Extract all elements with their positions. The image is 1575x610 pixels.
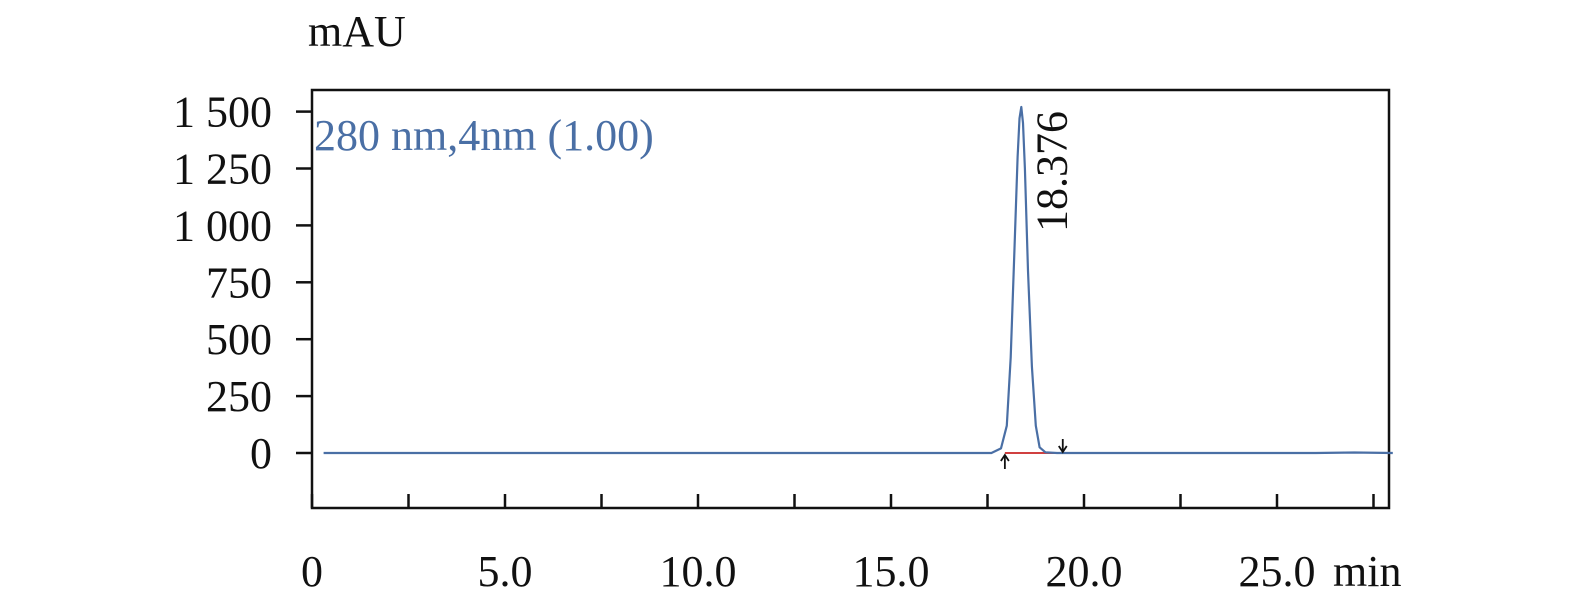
peak-start-marker xyxy=(1000,453,1010,469)
y-tick-label: 0 xyxy=(250,429,272,478)
markers-layer xyxy=(1000,439,1068,469)
x-axis-unit-label: min xyxy=(1333,547,1401,596)
x-tick-label: 20.0 xyxy=(1046,547,1123,596)
annotation-layer: 18.376 xyxy=(1027,111,1076,232)
y-axis-label: mAU xyxy=(308,7,406,56)
plot-frame xyxy=(310,88,1391,510)
peak-retention-label: 18.376 xyxy=(1027,111,1076,232)
series-line xyxy=(323,105,1393,455)
peak-end-marker xyxy=(1058,439,1068,454)
ticks-layer: 0 250 500 750 1 000 1 250 1 500 0 5.0 10.0 15.0 20.… xyxy=(173,88,1375,596)
x-tick-label: 25.0 xyxy=(1239,547,1316,596)
legend-series-label: 280 nm,4nm (1.00) xyxy=(314,111,654,160)
y-tick-label: 750 xyxy=(206,258,272,307)
x-tick-label: 0 xyxy=(301,547,323,596)
y-tick-label: 1 500 xyxy=(173,88,272,137)
x-tick-label: 15.0 xyxy=(853,547,930,596)
x-tick-label: 5.0 xyxy=(478,547,533,596)
y-tick-label: 1 250 xyxy=(173,145,272,194)
y-tick-label: 1 000 xyxy=(173,201,272,250)
series-layer xyxy=(323,105,1393,455)
x-tick-label: 10.0 xyxy=(660,547,737,596)
y-tick-label: 250 xyxy=(206,372,272,421)
y-tick-label: 500 xyxy=(206,315,272,364)
